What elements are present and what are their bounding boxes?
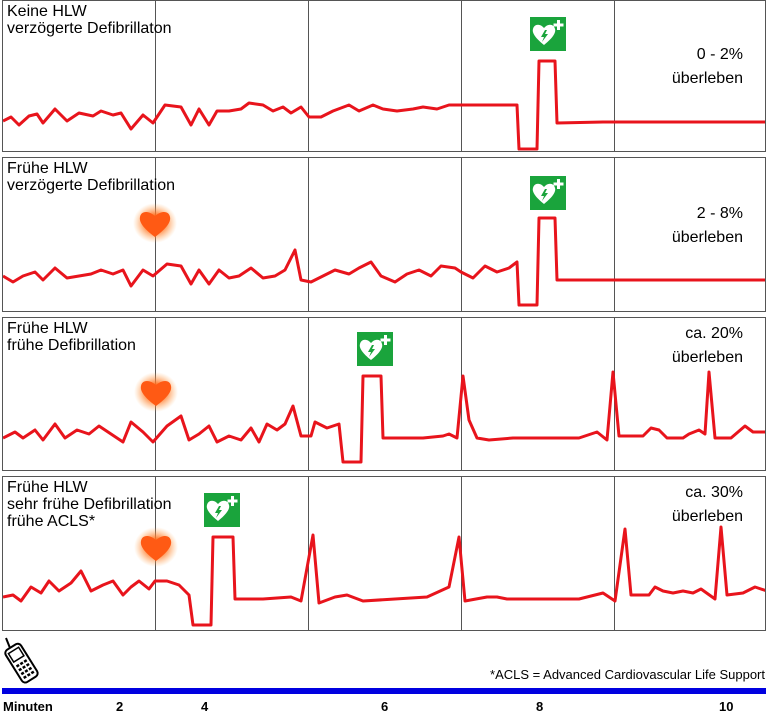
ecg-trace — [3, 370, 765, 464]
scenario-panel-4: Frühe HLW sehr frühe Defibrillation früh… — [2, 476, 766, 631]
minute-gridline — [461, 158, 462, 311]
aed-defibrillator-icon — [357, 332, 393, 366]
time-axis-tick: 4 — [201, 699, 209, 714]
aed-defibrillator-icon — [204, 493, 240, 527]
minute-gridline — [461, 1, 462, 151]
scenario-title: Frühe HLW frühe Defibrillation — [7, 320, 136, 354]
time-axis-label: Minuten — [3, 699, 53, 714]
time-axis-tick: 8 — [536, 699, 544, 714]
heart-icon — [134, 527, 178, 567]
time-axis-tick: 10 — [719, 699, 734, 714]
survival-rate: ca. 20% überleben — [671, 325, 743, 366]
minute-gridline — [308, 158, 309, 311]
heart-icon — [134, 372, 178, 412]
scenario-title: Frühe HLW verzögerte Defibrillation — [7, 160, 176, 194]
ecg-trace — [3, 525, 765, 627]
scenario-title: Frühe HLW sehr frühe Defibrillation früh… — [7, 479, 172, 530]
scenario-panel-1: Keine HLW verzögerte Defibrillaton 0 - 2… — [2, 0, 766, 152]
minute-gridline — [308, 318, 309, 470]
scenario-panel-3: Frühe HLW frühe Defibrillation ca. 20% ü… — [2, 317, 766, 471]
scenario-title: Keine HLW verzögerte Defibrillaton — [7, 3, 172, 37]
acls-footnote: *ACLS = Advanced Cardiovascular Life Sup… — [490, 667, 765, 682]
time-axis-tick: 6 — [381, 699, 389, 714]
mobile-phone-icon — [4, 637, 39, 684]
minute-gridline — [614, 477, 615, 630]
heart-icon — [133, 203, 177, 243]
time-axis-tick: 2 — [116, 699, 124, 714]
aed-defibrillator-icon — [530, 176, 566, 210]
time-axis-bar — [2, 688, 766, 694]
survival-rate: 0 - 2% überleben — [671, 46, 743, 87]
minute-gridline — [614, 1, 615, 151]
ecg-trace — [3, 216, 765, 307]
survival-rate: 2 - 8% überleben — [671, 205, 743, 246]
minute-gridline — [155, 1, 156, 151]
ecg-trace — [3, 59, 765, 151]
minute-gridline — [614, 158, 615, 311]
aed-defibrillator-icon — [530, 17, 566, 51]
scenario-panel-2: Frühe HLW verzögerte Defibrillation 2 - … — [2, 157, 766, 312]
minute-gridline — [308, 1, 309, 151]
survival-rate: ca. 30% überleben — [671, 484, 743, 525]
